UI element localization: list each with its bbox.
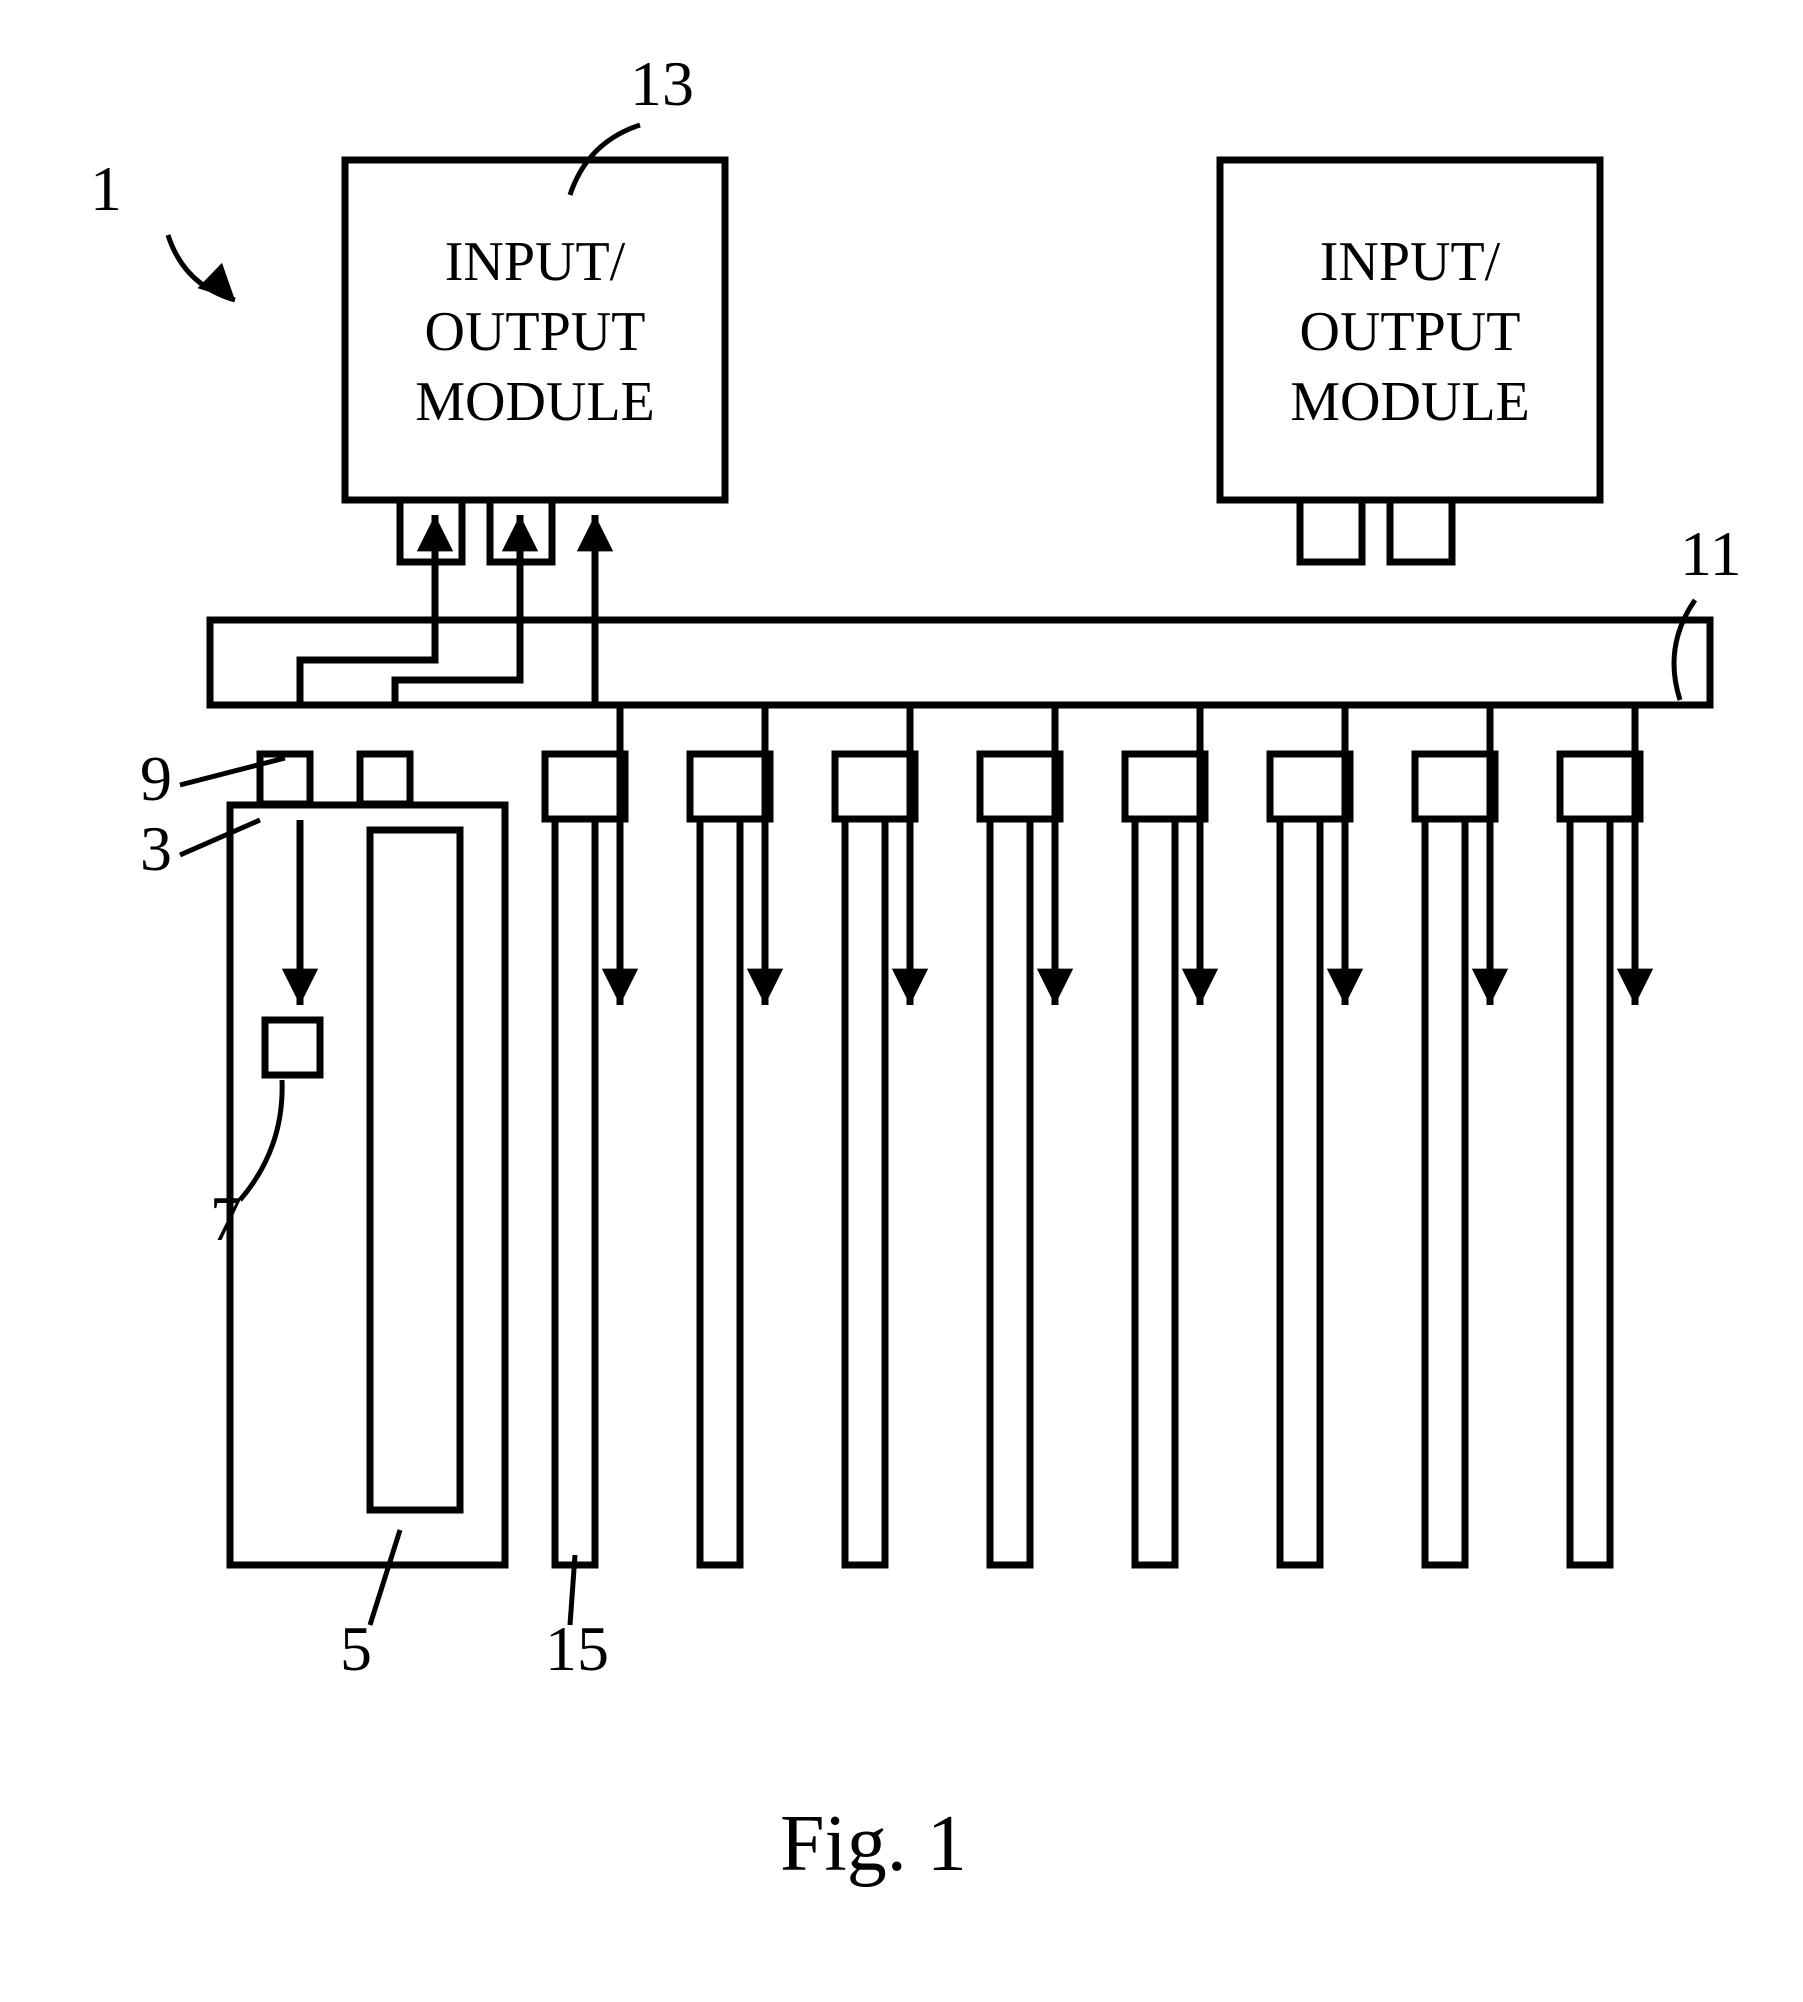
module-left-line1: INPUT/ [445,231,626,293]
svg-text:OUTPUT: OUTPUT [425,301,646,363]
ref-label-13: 13 [630,48,694,119]
ref-label-1: 1 [90,153,122,224]
svg-text:MODULE: MODULE [1290,371,1530,433]
ref-label-7: 7 [210,1183,242,1254]
ref-label-5: 5 [340,1613,372,1684]
svg-text:OUTPUT: OUTPUT [1300,301,1521,363]
svg-text:MODULE: MODULE [415,371,655,433]
ref-label-11: 11 [1680,518,1742,589]
ref-label-9: 9 [140,743,172,814]
ref-label-15: 15 [545,1613,609,1684]
figure-caption: Fig. 1 [780,1800,967,1888]
module-right-line1: INPUT/ [1320,231,1501,293]
ref-label-3: 3 [140,813,172,884]
